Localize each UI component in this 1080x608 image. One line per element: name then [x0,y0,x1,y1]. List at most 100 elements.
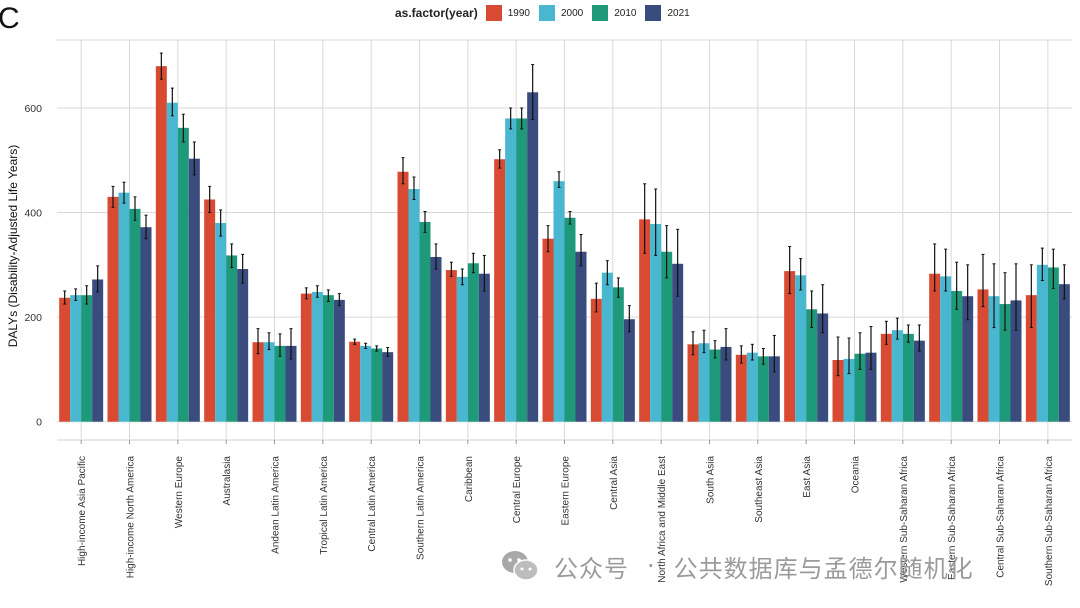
y-tick-label: 400 [24,208,42,220]
watermark-name: 公共数据库与孟德尔随机化 [673,554,974,583]
x-tick-label: Western Europe [174,456,185,529]
bar-2010 [951,290,963,422]
bar-2000 [601,272,613,422]
y-tick-label: 600 [24,103,42,115]
legend-swatch-1990 [485,5,502,21]
bar-1990 [397,171,409,422]
bar-2021 [140,227,152,422]
bar-2000 [360,345,372,422]
legend-item-2021: 2021 [645,5,690,21]
bar-2000 [698,343,710,422]
bar-2000 [553,181,565,422]
legend-item-2010: 2010 [592,5,636,21]
legend-item-2000: 2000 [538,5,584,21]
bar-2000 [70,295,82,422]
x-tick-label: Southern Latin America [416,456,427,560]
x-tick-label: Eastern Sub-Saharan Africa [947,456,958,580]
bar-1990 [735,354,747,422]
watermark: 公众号 · 公共数据库与孟德尔随机化 [500,548,974,584]
x-tick-label: Tropical Latin America [319,456,330,555]
bar-2021 [430,256,442,422]
bar-2000 [505,118,517,422]
bar-2021 [478,273,490,422]
bar-2021 [865,352,877,422]
legend-swatch-2021 [645,5,662,21]
bar-1990 [445,270,457,422]
x-tick-label: Central Sub-Saharan Africa [996,456,1007,578]
legend-label-2000: 2000 [560,7,584,19]
bar-2010 [226,255,238,422]
y-axis-label: DALYs (Disability-Adjusted Life Years) [6,145,20,348]
bar-2010 [129,208,141,422]
bar-2010 [661,251,673,422]
bar-2010 [274,345,286,422]
x-tick-label: Central Europe [512,456,523,524]
bar-2000 [215,223,227,422]
x-tick-label: North Africa and Middle East [657,456,668,583]
bar-1990 [252,342,264,422]
legend-title: as.factor(year) [395,6,478,20]
bar-2021 [962,296,974,422]
bar-1990 [784,271,796,422]
bar-1990 [494,159,506,422]
bar-2010 [419,221,431,422]
bar-2010 [371,348,383,422]
legend-label-2021: 2021 [667,7,690,19]
x-tick-label: Central Latin America [367,456,378,552]
bar-2000 [988,296,1000,422]
bar-2010 [806,309,818,422]
bar-2010 [709,349,721,422]
bar-2000 [650,224,662,422]
x-tick-label: Southeast Asia [754,456,765,523]
bar-1990 [542,238,554,422]
bar-1990 [590,298,602,422]
x-tick-label: Southern Sub-Saharan Africa [1044,456,1055,587]
bar-2021 [92,279,104,422]
bar-2010 [564,217,576,422]
legend-swatch-2000 [538,5,555,21]
bar-2000 [311,292,323,422]
x-tick-label: Caribbean [464,456,475,502]
panel-label: C [0,2,20,35]
x-tick-label: South Asia [706,456,717,504]
bar-1990 [59,297,71,422]
bar-2000 [166,102,178,422]
bar-2000 [940,276,952,422]
bar-2010 [81,295,93,422]
bar-2010 [999,304,1011,422]
bar-2000 [1036,264,1048,422]
x-tick-label: Western Sub-Saharan Africa [899,456,910,583]
bar-2000 [795,275,807,422]
bar-2000 [843,358,855,422]
bar-2021 [720,346,732,422]
x-tick-labels: High-income Asia Pacific High-income Nort… [77,456,1055,587]
bar-2000 [746,352,758,422]
bar-2021 [817,313,829,422]
bar-1990 [880,333,892,422]
bar-1990 [349,341,361,422]
bar-2021 [575,251,587,422]
x-tick-label: Oceania [851,456,862,494]
bar-2010 [322,295,334,422]
bar-2000 [891,330,903,422]
bar-2010 [177,127,189,422]
bar-2010 [516,118,528,422]
watermark-separator: · [647,552,656,580]
bar-2021 [237,269,249,422]
bar-1990 [639,219,651,422]
x-tick-label: Central Asia [609,456,620,510]
wechat-icon [502,551,539,581]
x-tick-label: Eastern Europe [561,456,572,526]
x-tick-label: High-income North America [126,456,137,579]
bar-2010 [1047,267,1059,422]
bar-2021 [913,340,925,422]
bar-2021 [285,345,297,422]
bar-2010 [467,263,479,422]
bar-1990 [977,289,989,422]
bar-2000 [456,276,468,422]
bar-1990 [204,199,216,422]
bars-layer [59,66,1070,422]
x-tick-label: High-income Asia Pacific [77,456,88,566]
bar-2010 [902,333,914,422]
